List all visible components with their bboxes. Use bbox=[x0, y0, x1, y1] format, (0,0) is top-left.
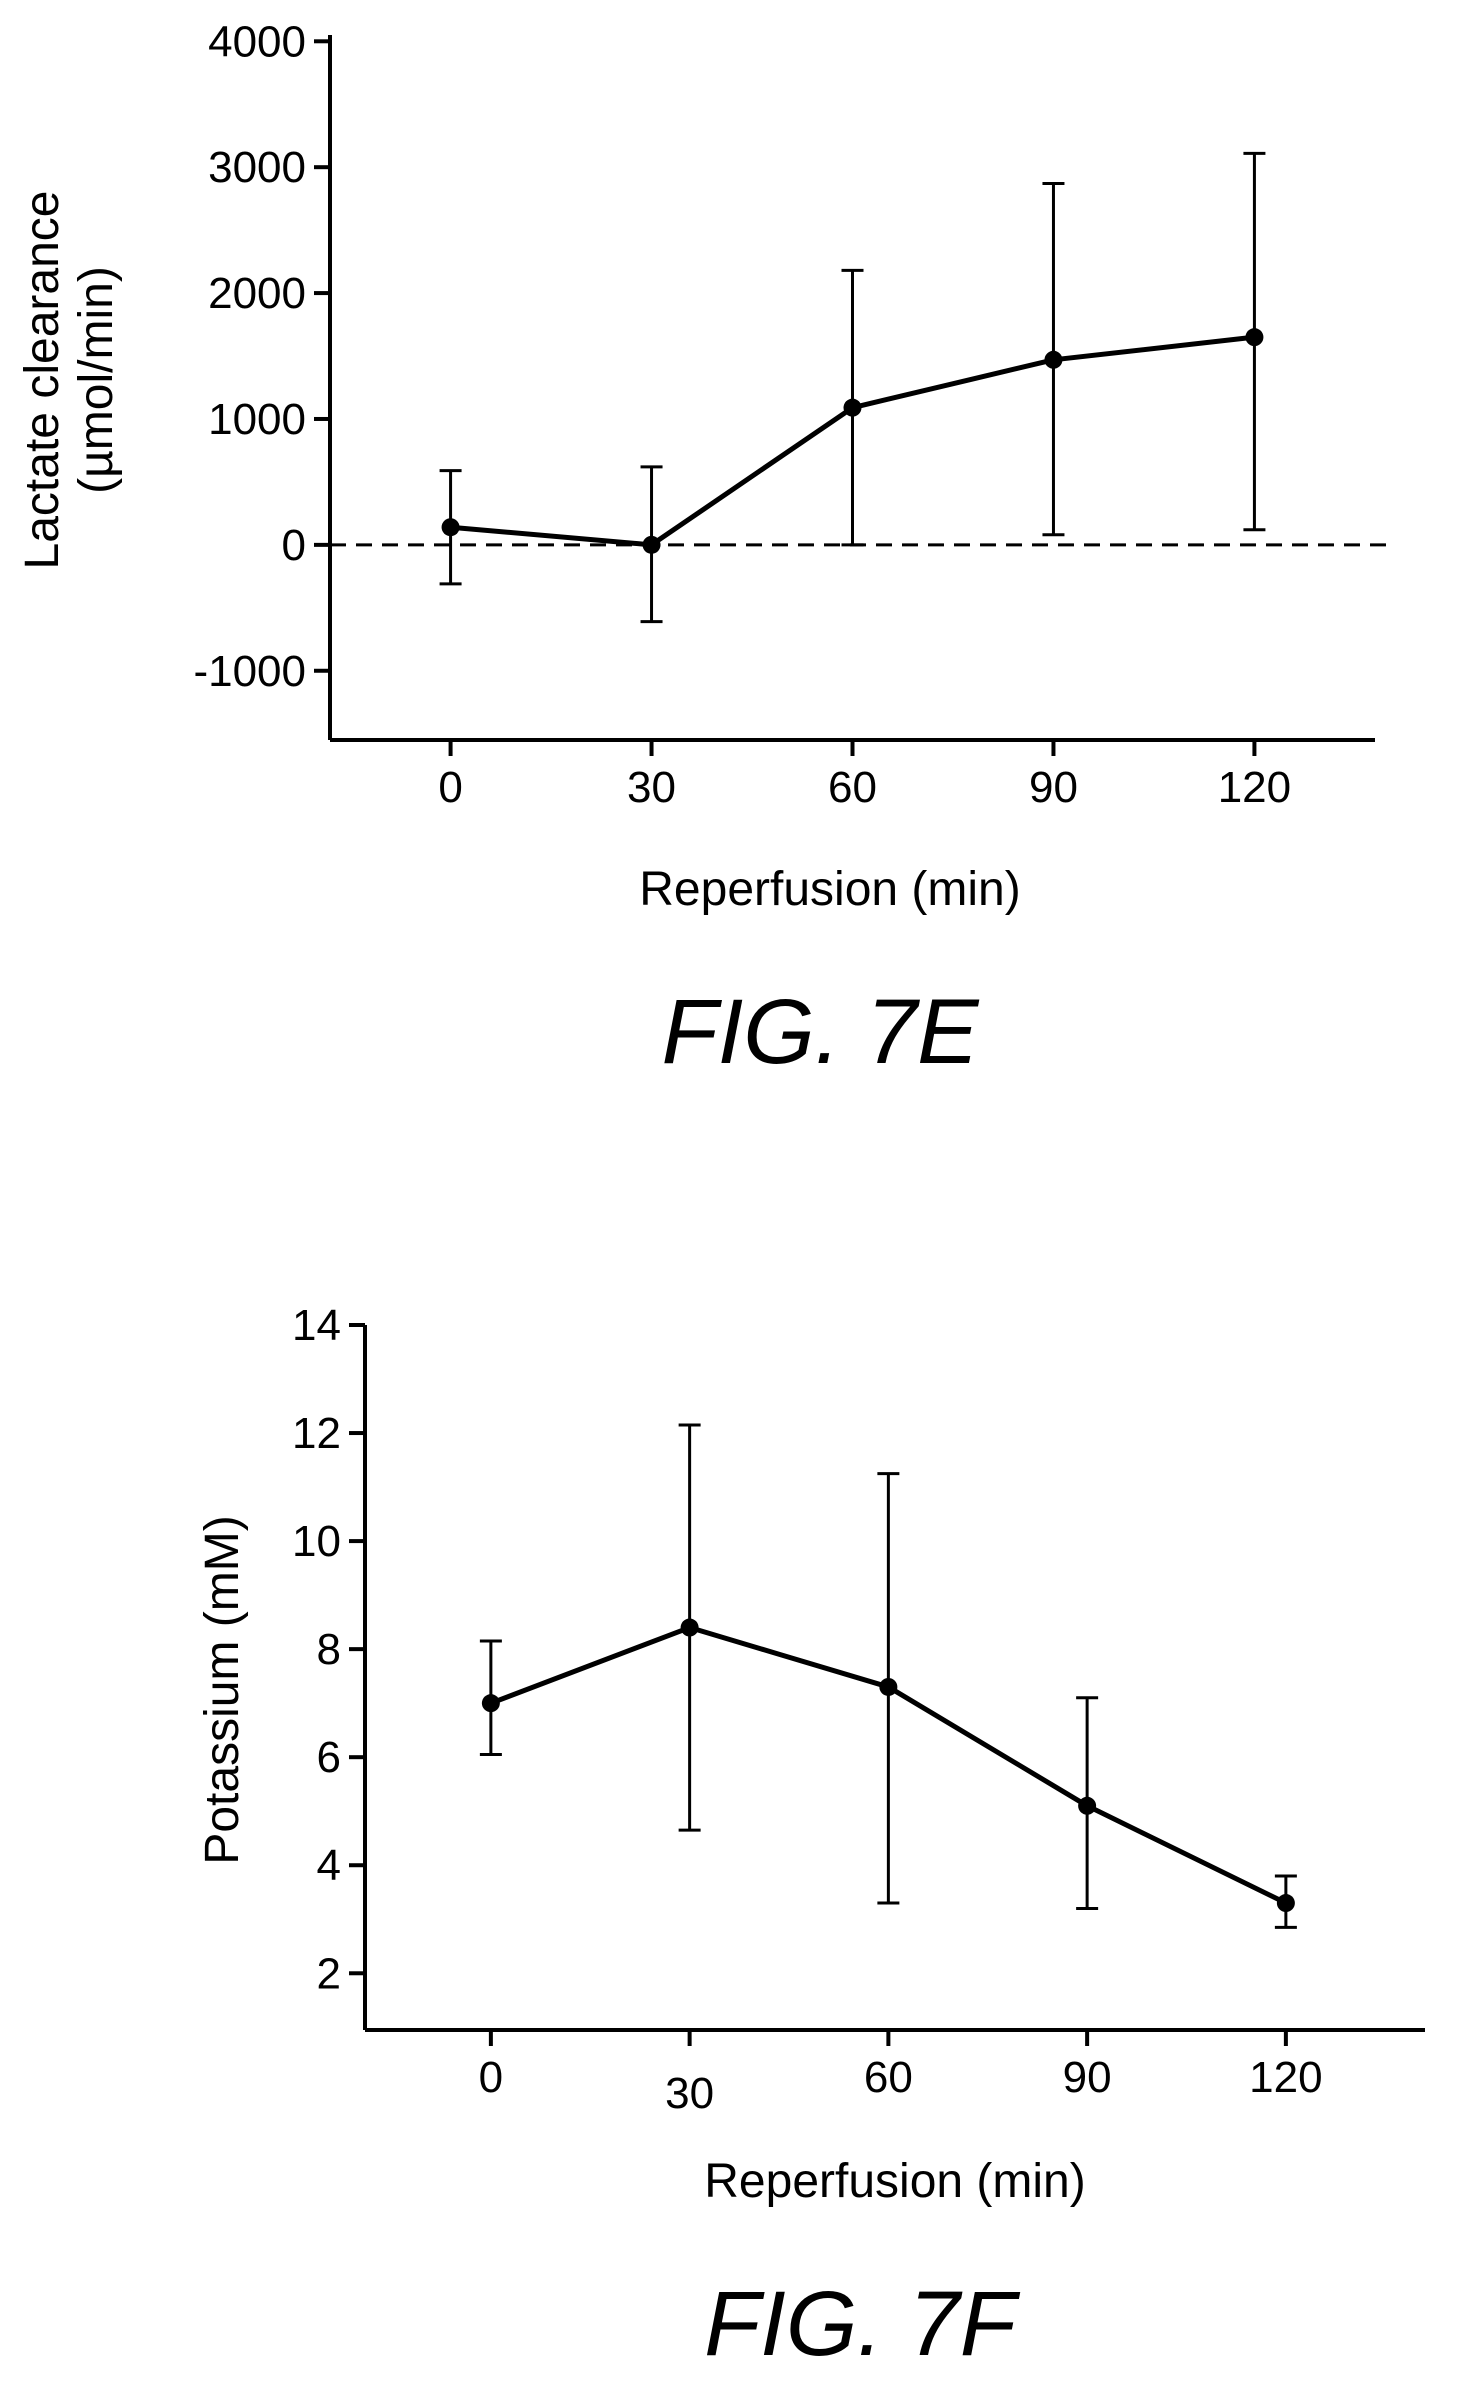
y-tick-label: 4 bbox=[317, 1841, 341, 1890]
x-tick-label: 60 bbox=[828, 763, 877, 812]
y-tick-label: 1000 bbox=[208, 395, 306, 444]
x-tick-label: 90 bbox=[1029, 763, 1078, 812]
data-point bbox=[481, 1694, 500, 1713]
x-tick-label: 120 bbox=[1249, 2053, 1322, 2102]
data-point bbox=[680, 1618, 699, 1637]
x-tick-label: 0 bbox=[479, 2053, 503, 2102]
x-tick-label: 60 bbox=[864, 2053, 913, 2102]
data-point bbox=[843, 398, 862, 417]
data-point bbox=[1276, 1894, 1295, 1913]
y-tick-label: 14 bbox=[292, 1301, 341, 1350]
y-axis-title-line-2: (µmol/min) bbox=[70, 266, 123, 494]
data-point bbox=[1245, 328, 1264, 347]
y-axis-title-line-1: Lactate clearance bbox=[16, 191, 69, 570]
data-point bbox=[879, 1677, 898, 1696]
y-tick-label: 2 bbox=[317, 1949, 341, 1998]
data-point bbox=[441, 518, 460, 537]
potassium-chart: 14 12 10 8 6 4 2 0 30 60 90 120 Potassium (mM) Rep… bbox=[196, 1301, 1425, 2375]
x-axis-title: Reperfusion (min) bbox=[704, 2155, 1085, 2208]
figure-caption: FIG. 7E bbox=[662, 981, 981, 1083]
x-tick-label: 120 bbox=[1218, 763, 1291, 812]
y-tick-label: 12 bbox=[292, 1409, 341, 1458]
y-tick-label: 2000 bbox=[208, 269, 306, 318]
y-tick-label: 3000 bbox=[208, 143, 306, 192]
y-tick-label: -1000 bbox=[193, 647, 306, 696]
y-tick-label: 6 bbox=[317, 1733, 341, 1782]
y-tick-label: 4000 bbox=[208, 17, 306, 66]
data-point bbox=[1078, 1796, 1097, 1815]
figure-caption: FIG. 7F bbox=[704, 2273, 1021, 2375]
y-tick-label: 10 bbox=[292, 1517, 341, 1566]
x-tick-label: 90 bbox=[1063, 2053, 1112, 2102]
x-tick-label: 30 bbox=[665, 2069, 714, 2118]
y-tick-label: 8 bbox=[317, 1625, 341, 1674]
x-tick-label: 0 bbox=[438, 763, 462, 812]
y-axis-title: Potassium (mM) bbox=[196, 1515, 249, 1864]
x-axis-title: Reperfusion (min) bbox=[639, 863, 1020, 916]
data-point bbox=[1044, 350, 1063, 369]
lactate-clearance-chart: 4000 3000 2000 1000 0 -1000 0 30 60 90 120 Lactat… bbox=[16, 17, 1390, 1083]
y-tick-label: 0 bbox=[282, 521, 306, 570]
data-point bbox=[642, 535, 661, 554]
x-tick-label: 30 bbox=[627, 763, 676, 812]
